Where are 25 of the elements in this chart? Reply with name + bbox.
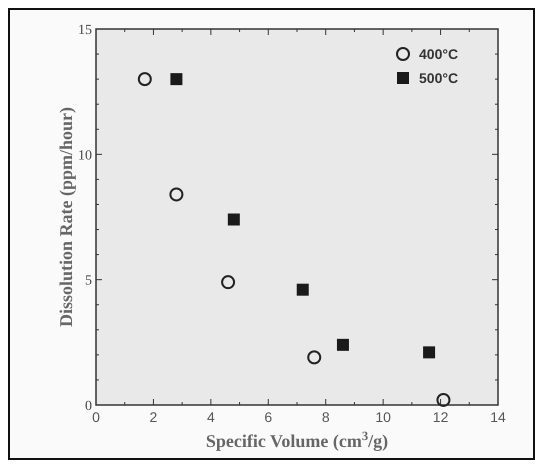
x-tick-label: 8 (322, 409, 330, 425)
point (138, 72, 152, 86)
x-tick-label: 2 (150, 409, 158, 425)
y-tick-label: 0 (85, 399, 92, 414)
x-tick-label: 14 (490, 409, 506, 425)
y-tick-label: 10 (78, 148, 92, 164)
x-tick-label: 10 (375, 409, 392, 425)
x-tick-label: 6 (264, 409, 272, 425)
y-tick-label: 5 (85, 274, 92, 289)
y-axis-title: Dissolution Rate (ppm/hour) (56, 106, 76, 328)
legend-label: 500°C (419, 70, 458, 86)
x-tick-label: 4 (206, 409, 215, 425)
x-axis-title: Specific Volume (cm$^{3}$/g) (206, 429, 388, 451)
point (436, 392, 450, 407)
legend-label: 400°C (419, 46, 458, 62)
point (296, 284, 309, 296)
point (336, 338, 349, 351)
x-tick-label: 12 (432, 409, 449, 425)
point (221, 275, 236, 290)
point (307, 350, 322, 364)
point (170, 73, 182, 86)
point (228, 214, 240, 226)
point (423, 346, 436, 358)
point (169, 187, 184, 202)
y-tick-label: 15 (78, 23, 92, 38)
